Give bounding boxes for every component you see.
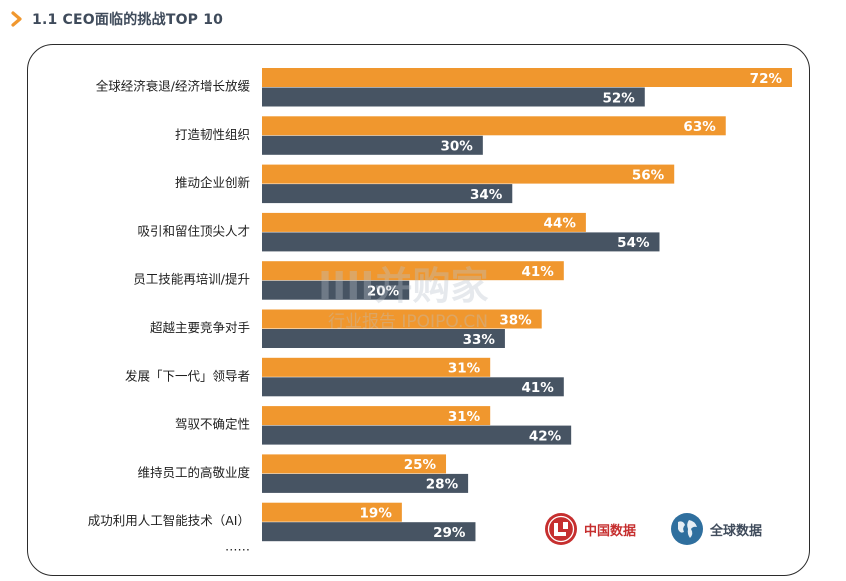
data-label-global: 20% (367, 283, 400, 299)
bar-china (262, 164, 675, 184)
bar-global (262, 329, 505, 348)
data-label-global: 30% (441, 139, 474, 155)
bar-china (262, 357, 491, 377)
category-label: 驾驭不确定性 (175, 417, 250, 432)
bar-global (262, 232, 660, 252)
bar-global (262, 473, 469, 493)
data-label-global: 34% (470, 187, 503, 203)
bar-china (262, 212, 586, 232)
bar-global (262, 522, 476, 542)
data-label-china: 41% (521, 264, 554, 280)
bar-china (262, 502, 402, 522)
data-label-china: 25% (404, 457, 437, 473)
bar-global (262, 425, 572, 445)
category-label: 维持员工的高敬业度 (137, 465, 250, 480)
bar-china (262, 116, 726, 136)
data-label-china: 19% (360, 505, 393, 521)
category-label: 全球经济衰退/经济增长放缓 (96, 79, 251, 94)
data-label-global: 42% (529, 428, 562, 444)
data-label-global: 29% (433, 525, 466, 541)
category-label: 吸引和留住顶尖人才 (137, 223, 250, 238)
section-header: 1.1 CEO面临的挑战TOP 10 (10, 9, 223, 29)
category-label: 成功利用人工智能技术（AI） (88, 513, 250, 528)
globe-icon (671, 513, 703, 545)
category-label: 员工技能再培训/提升 (133, 272, 250, 287)
category-label: 推动企业创新 (175, 175, 250, 190)
bar-global (262, 87, 645, 107)
bar-china (262, 309, 542, 329)
data-label-china: 63% (683, 119, 716, 135)
bar-china (262, 68, 792, 87)
china-flag-badge-icon (545, 513, 577, 545)
legend-item-china: 中国数据 (544, 512, 636, 546)
bar-global (262, 280, 410, 300)
data-label-global: 52% (602, 90, 635, 106)
data-label-global: 41% (521, 380, 554, 396)
data-label-china: 31% (448, 409, 481, 425)
data-label-china: 56% (632, 167, 665, 183)
legend-item-global: 全球数据 (670, 512, 762, 546)
data-label-china: 31% (448, 361, 481, 377)
legend-label-global: 全球数据 (710, 523, 763, 539)
ellipsis-label: …… (225, 539, 250, 554)
data-label-global: 28% (426, 477, 459, 493)
bar-global (262, 377, 564, 397)
bar-china (262, 454, 447, 474)
category-label: 打造韧性组织 (175, 127, 250, 142)
legend-label-china: 中国数据 (584, 523, 637, 539)
bar-global (262, 135, 483, 155)
bar-china (262, 406, 491, 426)
section-title: 1.1 CEO面临的挑战TOP 10 (32, 12, 224, 28)
data-label-china: 38% (499, 312, 532, 328)
data-label-global: 54% (617, 235, 650, 251)
data-label-china: 44% (544, 216, 577, 232)
chevron-right-icon (11, 11, 22, 27)
data-label-china: 72% (750, 71, 783, 87)
category-label: 发展「下一代」领导者 (125, 368, 250, 383)
bar-global (262, 184, 513, 204)
category-label: 超越主要竞争对手 (150, 320, 250, 335)
bar-china (262, 261, 564, 281)
data-label-global: 33% (463, 332, 496, 348)
